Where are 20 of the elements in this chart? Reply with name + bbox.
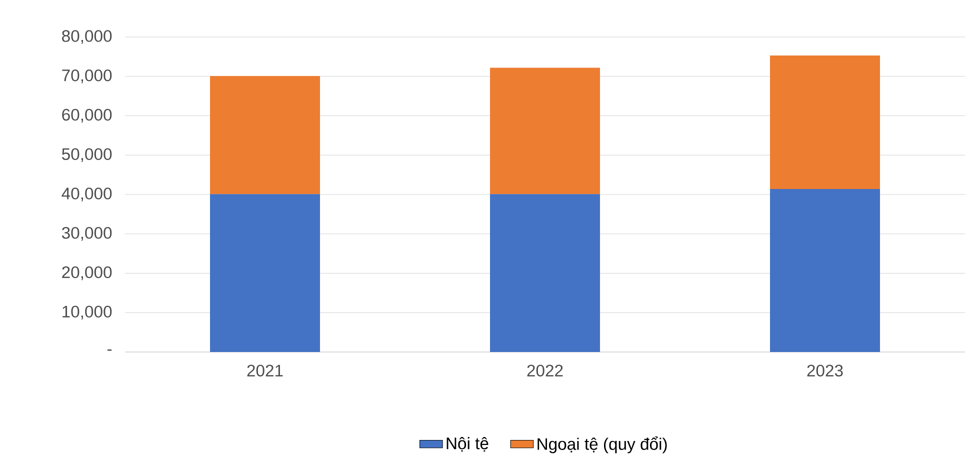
y-tick-label: 70,000 xyxy=(62,70,112,84)
legend-label: Nội tệ xyxy=(446,437,488,452)
y-tick-label: 80,000 xyxy=(62,30,112,44)
y-tick-label: - xyxy=(107,349,112,351)
y-tick-label: 40,000 xyxy=(62,188,112,202)
legend-label: Ngoại tệ (quy đổi) xyxy=(538,436,667,454)
y-tick-label: 60,000 xyxy=(62,108,112,123)
x-tick-label: 2021 xyxy=(247,364,283,376)
x-tick-label: 2023 xyxy=(807,364,843,376)
y-tick-label: 50,000 xyxy=(62,148,112,162)
y-tick-label: 10,000 xyxy=(62,306,112,320)
bar xyxy=(210,76,320,194)
bar xyxy=(490,68,600,194)
bar xyxy=(770,188,880,352)
y-tick-label: 30,000 xyxy=(62,226,112,241)
bar xyxy=(770,56,880,189)
x-tick-label: 2022 xyxy=(527,364,563,376)
y-tick-label: 20,000 xyxy=(62,266,112,280)
bar xyxy=(490,194,600,352)
bar xyxy=(210,194,320,352)
